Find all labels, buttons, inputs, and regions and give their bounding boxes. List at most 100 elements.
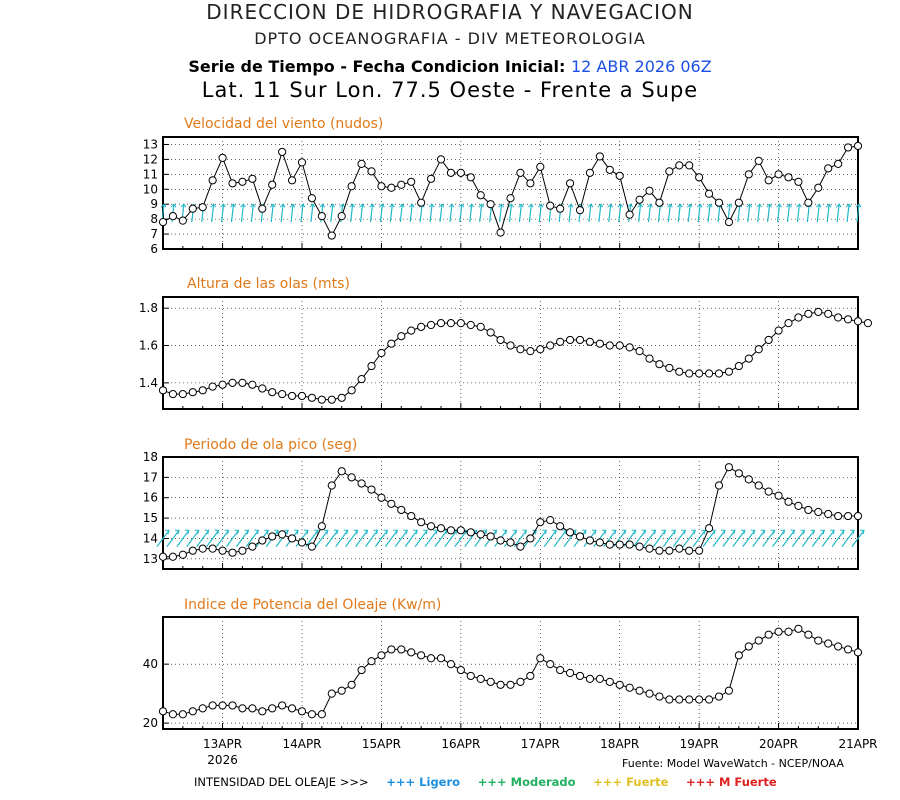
data-point [337, 467, 346, 476]
wind-direction-arrow [677, 204, 681, 223]
data-point [248, 704, 257, 713]
wave-arrow-head [383, 529, 389, 535]
data-point [496, 680, 505, 689]
wind-arrow-head [299, 203, 306, 208]
wind-arrow-head [627, 203, 634, 208]
data-point [764, 335, 773, 345]
wave-direction-arrow [166, 529, 180, 547]
wind-arrow-head [458, 203, 465, 208]
series-line [162, 628, 859, 715]
data-point [744, 170, 753, 179]
data-point [426, 320, 436, 330]
data-point [834, 313, 843, 322]
wave-arrow-head [760, 529, 766, 535]
wave-arrow-head [502, 529, 508, 535]
data-point [506, 538, 515, 547]
data-point [268, 388, 277, 397]
wave-direction-arrow [315, 529, 329, 547]
data-point [228, 548, 237, 557]
wind-arrow-head [756, 203, 763, 208]
data-point [556, 665, 565, 675]
data-point [685, 161, 694, 170]
wave-arrow-head [641, 529, 647, 535]
data-point [804, 630, 813, 639]
wave-intensity-legend: INTENSIDAD DEL OLEAJE >>> +++ Ligero +++… [194, 775, 791, 789]
data-point [526, 671, 535, 681]
wind-arrow-head [706, 203, 713, 208]
data-point [387, 183, 396, 192]
wind-arrow-head [855, 203, 862, 208]
wind-arrow-head [160, 203, 167, 208]
data-point [853, 317, 863, 326]
wave-arrow-head [373, 529, 379, 535]
data-point [446, 660, 456, 669]
wind-direction-arrow [230, 204, 235, 223]
data-point [397, 645, 406, 654]
wave-direction-arrow [335, 529, 349, 547]
data-point [238, 378, 247, 387]
data-point [526, 534, 535, 543]
wave-direction-arrow [305, 529, 319, 547]
wind-arrow-head [468, 203, 475, 208]
data-point [774, 326, 783, 335]
data-point [774, 491, 783, 500]
wave-arrow-head [363, 529, 369, 535]
data-point [347, 182, 356, 191]
data-point [814, 636, 823, 645]
wave-arrow-head [601, 529, 607, 535]
wave-arrow-head [234, 529, 240, 535]
y-tick-label: 6 [150, 242, 158, 256]
wind-arrow-head [349, 203, 356, 208]
wave-arrow-head [651, 529, 657, 535]
data-point [556, 337, 565, 346]
data-point [258, 536, 267, 545]
data-point [466, 173, 475, 182]
data-point [843, 143, 853, 152]
wind-direction-arrow [330, 204, 334, 223]
wave-direction-arrow [156, 529, 170, 547]
wind-arrow-head [279, 203, 286, 208]
x-tick-label: 16APR [441, 737, 480, 751]
wave-direction-arrow [186, 529, 200, 547]
wave-arrow-head [830, 529, 835, 535]
wave-arrow-head [184, 529, 190, 535]
data-point [774, 170, 783, 179]
data-point [685, 695, 694, 704]
data-point [258, 384, 267, 393]
data-point [645, 186, 654, 195]
data-point [188, 707, 197, 716]
data-point [605, 540, 614, 549]
data-point [337, 212, 346, 221]
data-point [297, 158, 307, 167]
data-point [496, 228, 505, 237]
wind-arrow-head [220, 203, 226, 208]
wave-direction-arrow [325, 529, 339, 547]
wind-direction-arrow [350, 204, 354, 223]
wave-arrow-head [403, 529, 408, 535]
wave-direction-arrow [176, 529, 190, 547]
data-point [198, 203, 207, 212]
data-point [258, 204, 267, 213]
wind-arrow-head [696, 203, 703, 208]
wind-arrow-head [210, 203, 217, 208]
data-point [565, 179, 575, 188]
data-point [565, 335, 575, 345]
source-note: Fuente: Model WaveWatch - NCEP/NOAA [622, 757, 844, 770]
data-point [397, 180, 406, 189]
wind-direction-arrow [747, 204, 751, 223]
data-point [188, 388, 197, 397]
data-point [506, 194, 515, 203]
data-point [546, 201, 555, 210]
wind-direction-arrow [538, 204, 542, 223]
y-tick-label: 15 [143, 511, 158, 525]
data-point [665, 167, 674, 176]
data-point [307, 194, 317, 203]
data-point [188, 204, 197, 213]
data-point [347, 473, 356, 482]
data-point [714, 198, 724, 207]
wind-arrow-head [408, 203, 415, 208]
wind-arrow-head [796, 203, 802, 208]
wind-direction-arrow [300, 204, 304, 223]
wave-direction-arrow [345, 529, 359, 547]
data-point [625, 683, 634, 692]
